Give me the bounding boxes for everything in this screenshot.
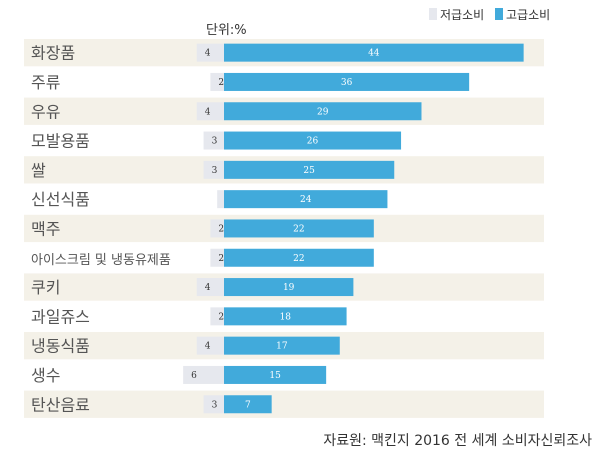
legend-swatch-high [495, 8, 503, 20]
chart-rows: 화장품444주류236우유429모발용품326쌀325신선식품124맥주222아… [31, 43, 524, 414]
category-label: 화장품 [31, 44, 75, 63]
bar-low-value-label: 2 [218, 78, 224, 88]
category-label: 아이스크림 및 냉동유제품 [31, 253, 171, 268]
bar-high-value-label: 17 [276, 342, 288, 352]
bar-low-value-label: 2 [218, 312, 224, 322]
bar-low [210, 72, 224, 91]
bar-high [224, 160, 395, 179]
bar-high-value-label: 15 [269, 371, 281, 381]
chart-row: 모발용품 3 26 [31, 131, 402, 151]
source-note: 자료원: 맥킨지 2016 전 세계 소비자신뢰조사 [323, 433, 592, 449]
bar-high-value-label: 36 [341, 78, 353, 88]
category-label: 쌀 [31, 161, 46, 180]
chart-row: 냉동식품 4 17 [31, 336, 340, 356]
chart-row: 우유 4 29 [31, 102, 422, 121]
bar-low-value-label: 4 [205, 107, 211, 117]
category-label: 과일쥬스 [31, 307, 90, 326]
bar-low-value-label: 3 [212, 166, 218, 176]
chart-row: 쿠키 4 19 [31, 278, 354, 297]
bar-high-value-label: 7 [245, 400, 251, 410]
bar-high [224, 278, 354, 297]
chart-row: 주류 2 36 [31, 72, 470, 92]
bar-low-value-label: 3 [212, 400, 218, 410]
bar-high-value-label: 22 [293, 254, 304, 264]
chart-row: 신선식품124 [31, 190, 388, 209]
bar-low [196, 278, 224, 297]
bar-low [210, 248, 224, 267]
bar-high-value-label: 22 [293, 224, 304, 234]
bar-high-value-label: 29 [317, 107, 329, 117]
bar-low [210, 219, 224, 238]
legend-label-high: 고급소비 [506, 8, 550, 22]
bar-high [224, 43, 524, 62]
category-label: 쿠키 [31, 278, 60, 297]
category-label: 주류 [31, 73, 60, 92]
chart-row: 쌀 3 25 [31, 160, 395, 180]
legend-label-low: 저급소비 [440, 8, 484, 22]
category-label: 모발용품 [31, 132, 90, 151]
bar-high [224, 336, 340, 355]
bar-high [224, 219, 374, 238]
bar-high-value-label: 19 [283, 283, 295, 293]
category-label: 신선식품 [31, 190, 90, 209]
bar-low [203, 131, 224, 150]
category-label: 냉동식품 [31, 337, 90, 356]
bar-low-value-label: 4 [205, 49, 211, 59]
chart-row: 과일쥬스 2 18 [31, 307, 347, 326]
bar-low-value-label: 4 [205, 283, 211, 293]
bar-low [203, 160, 224, 179]
bar-low-value-label: 2 [218, 224, 224, 234]
bar-high [224, 102, 422, 121]
bar-low [196, 336, 224, 355]
category-label: 탄산음료 [31, 395, 90, 414]
bar-high-value-label: 44 [368, 49, 380, 59]
bar-high [224, 365, 327, 384]
bar-high-value-label: 25 [303, 166, 315, 176]
legend-swatch-low [429, 8, 437, 20]
legend: 저급소비 고급소비 [429, 8, 550, 22]
bar-high [224, 72, 470, 91]
bar-high [224, 395, 272, 414]
chart-row: 화장품 4 44 [31, 43, 524, 63]
bar-high [224, 190, 388, 209]
bar-low-value-label: 2 [218, 254, 224, 264]
bar-high-value-label: 18 [280, 312, 292, 322]
bar-high-value-label: 24 [300, 195, 312, 205]
category-label: 생수 [31, 366, 60, 385]
row-stripe [24, 390, 544, 418]
bar-high [224, 307, 347, 326]
chart-row: 맥주 2 22 [31, 219, 374, 238]
bar-high [224, 248, 374, 267]
chart-row: 탄산음료 3 7 [31, 395, 272, 414]
unit-label: 단위:% [206, 23, 247, 38]
bar-high-value-label: 26 [307, 137, 319, 147]
bar-low-value-label: 6 [191, 371, 197, 381]
bar-low [210, 307, 224, 326]
bar-low [217, 190, 224, 209]
bar-low [183, 365, 224, 384]
bar-low-value-label: 4 [205, 342, 211, 352]
category-label: 우유 [31, 102, 60, 121]
chart-row: 아이스크림 및 냉동유제품 2 22 [31, 248, 374, 268]
bar-high [224, 131, 402, 150]
category-label: 맥주 [31, 219, 60, 238]
bar-low-value-label: 3 [212, 137, 218, 147]
bar-low [196, 102, 224, 121]
chart-row: 생수 6 15 [31, 365, 327, 385]
bar-low [196, 43, 224, 62]
bar-low [203, 395, 224, 414]
